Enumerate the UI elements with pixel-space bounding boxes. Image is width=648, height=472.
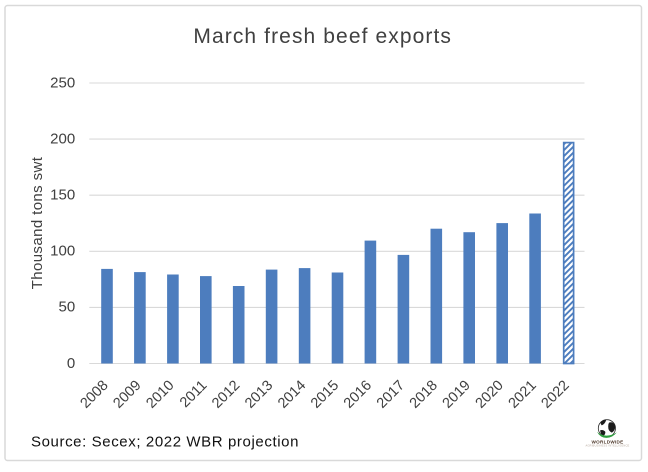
svg-text:2020: 2020 (473, 378, 507, 412)
svg-text:2008: 2008 (77, 378, 111, 412)
svg-text:2011: 2011 (177, 378, 210, 411)
svg-text:AGRIBUSINESS INTELLIGENCE: AGRIBUSINESS INTELLIGENCE (586, 444, 630, 448)
svg-text:March fresh beef exports: March fresh beef exports (193, 25, 452, 48)
svg-text:2017: 2017 (374, 378, 408, 412)
svg-text:50: 50 (59, 299, 76, 316)
svg-text:2009: 2009 (110, 378, 144, 412)
svg-text:100: 100 (50, 243, 75, 260)
svg-text:200: 200 (50, 130, 75, 147)
svg-text:2014: 2014 (275, 378, 309, 412)
svg-text:2022: 2022 (538, 378, 572, 412)
svg-text:Thousand tons swt: Thousand tons swt (29, 156, 46, 289)
svg-text:2013: 2013 (242, 378, 276, 412)
svg-text:2016: 2016 (341, 378, 375, 412)
svg-text:2012: 2012 (209, 378, 243, 412)
svg-text:WORLDWIDE: WORLDWIDE (591, 439, 623, 444)
svg-text:150: 150 (50, 187, 75, 204)
svg-text:2021: 2021 (506, 378, 540, 412)
svg-text:2015: 2015 (308, 378, 342, 412)
svg-text:0: 0 (67, 355, 75, 372)
svg-text:Source: Secex; 2022 WBR projec: Source: Secex; 2022 WBR projection (31, 433, 299, 450)
svg-text:2010: 2010 (143, 378, 177, 412)
svg-text:2018: 2018 (407, 378, 441, 412)
svg-text:2019: 2019 (440, 378, 474, 412)
svg-text:250: 250 (50, 74, 75, 91)
